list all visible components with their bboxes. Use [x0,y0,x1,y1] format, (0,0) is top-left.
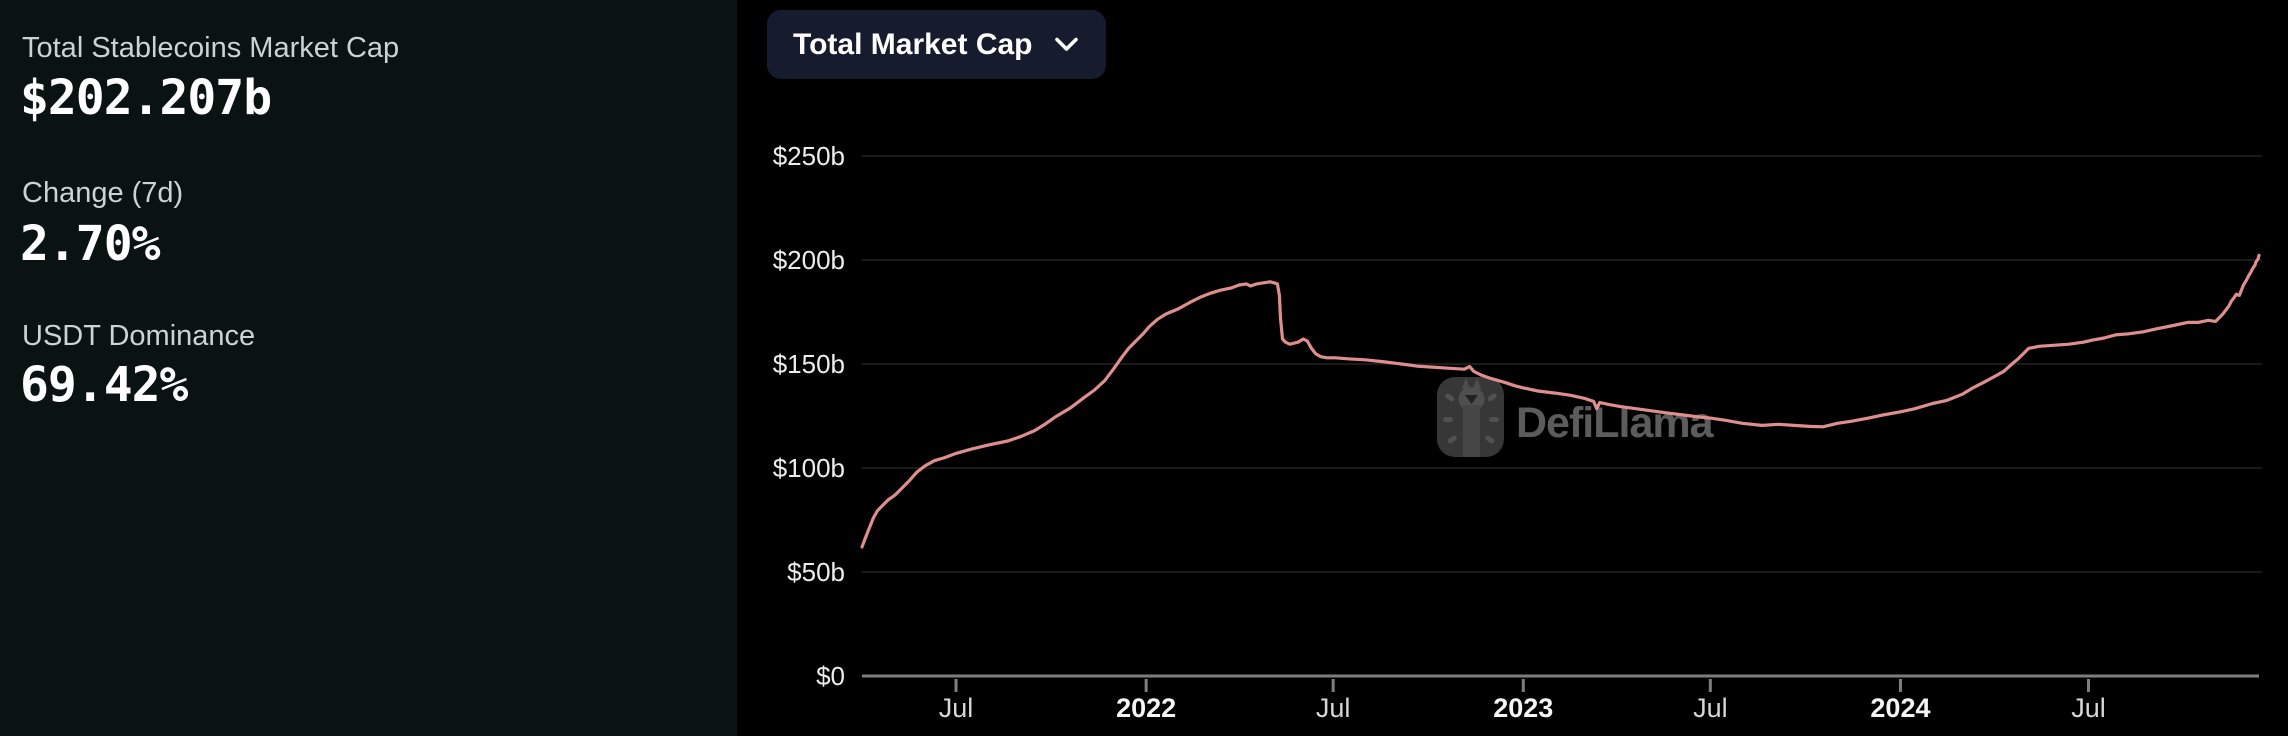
y-axis-label: $0 [816,661,845,691]
chart-type-dropdown[interactable]: Total Market Cap [767,10,1106,79]
x-axis-label: Jul [1316,693,1351,723]
usdt-dominance-value: 69.42% [20,357,188,413]
chart-panel [737,0,2288,736]
x-axis-label: Jul [2071,693,2106,723]
chart-type-dropdown-label: Total Market Cap [793,27,1033,61]
y-axis-label: $250b [773,141,845,171]
y-axis-label: $150b [773,349,845,379]
defillama-watermark: DefiLlama [1437,377,1716,457]
usdt-dominance-label: USDT Dominance [22,320,256,352]
total-stablecoins-market-cap-label: Total Stablecoins Market Cap [22,32,400,64]
market-cap-line [860,253,2261,549]
x-axis-label: Jul [1693,693,1728,723]
change-7d-value: 2.70% [20,216,160,272]
x-axis-label: Jul [939,693,974,723]
change-7d-label: Change (7d) [22,177,184,209]
chart-plot-area[interactable] [862,120,2262,676]
chevron-down-icon [1053,36,1080,53]
y-axis-label: $100b [773,453,845,483]
y-axis-label: $50b [787,557,845,587]
x-axis-label: 2024 [1870,693,1930,723]
y-axis-label: $200b [773,245,845,275]
x-axis-label: 2023 [1493,693,1553,723]
stats-sidebar: Total Stablecoins Market Cap $202.207b C… [0,0,737,736]
x-axis-label: 2022 [1116,693,1176,723]
chart-series [860,253,2261,549]
chart-axes: $250b $200b $150b $100b $50b $0 Jul 2022 Jul 2023… [773,141,2262,723]
defillama-llama-icon [1437,377,1504,457]
total-stablecoins-market-cap-value: $202.207b [20,70,272,126]
